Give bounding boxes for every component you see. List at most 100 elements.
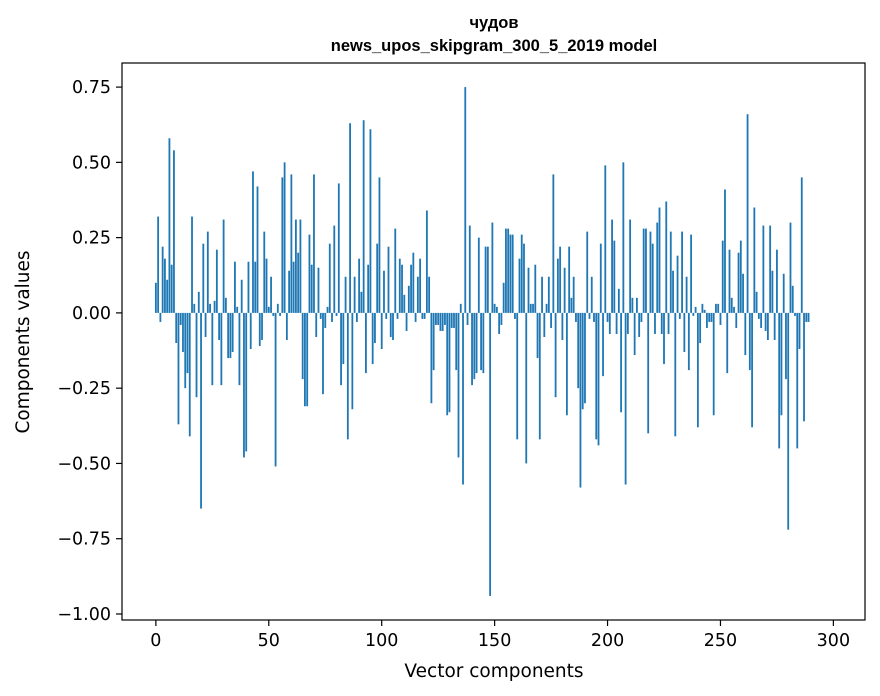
bar-component-25 bbox=[211, 312, 214, 386]
bar-component-21 bbox=[202, 243, 205, 313]
bar-component-208 bbox=[624, 312, 627, 485]
bar-component-255 bbox=[730, 297, 733, 313]
bar-component-261 bbox=[744, 312, 747, 356]
bar-component-147 bbox=[486, 246, 489, 313]
bar-component-236 bbox=[687, 312, 690, 371]
bar-component-186 bbox=[575, 312, 577, 322]
bar-component-112 bbox=[407, 285, 410, 313]
plot-frame bbox=[121, 62, 866, 621]
bar-component-49 bbox=[265, 258, 268, 313]
y-tick-label: −0.50 bbox=[57, 454, 111, 474]
bar-component-166 bbox=[529, 303, 532, 313]
bar-component-215 bbox=[640, 312, 643, 322]
bar-component-228 bbox=[669, 231, 672, 313]
bar-component-249 bbox=[717, 303, 720, 313]
bar-component-85 bbox=[346, 312, 349, 440]
bar-component-86 bbox=[349, 123, 351, 313]
bar-component-100 bbox=[380, 312, 383, 350]
bar-component-4 bbox=[164, 258, 166, 313]
bar-component-264 bbox=[751, 312, 753, 428]
bar-component-270 bbox=[764, 312, 767, 331]
bar-component-9 bbox=[175, 312, 178, 344]
bar-component-29 bbox=[220, 312, 223, 386]
x-axis-ticks: 0 50 100 150 200 250 300 bbox=[150, 620, 850, 651]
bar-component-89 bbox=[355, 312, 358, 322]
bar-component-159 bbox=[514, 312, 516, 319]
bar-component-135 bbox=[459, 303, 462, 313]
bar-series bbox=[154, 87, 810, 596]
bar-component-268 bbox=[760, 312, 763, 328]
bar-component-199 bbox=[604, 165, 607, 313]
bar-component-219 bbox=[649, 231, 652, 313]
bar-component-7 bbox=[170, 264, 173, 313]
bar-component-95 bbox=[369, 129, 372, 313]
bar-component-140 bbox=[471, 312, 473, 386]
bar-component-173 bbox=[545, 303, 548, 313]
bar-component-190 bbox=[584, 312, 586, 404]
bar-component-230 bbox=[674, 312, 677, 437]
bar-component-220 bbox=[651, 243, 654, 313]
bar-component-121 bbox=[428, 276, 431, 313]
bar-component-164 bbox=[525, 312, 528, 464]
bar-component-11 bbox=[179, 312, 182, 325]
bar-component-41 bbox=[247, 261, 250, 313]
bar-component-227 bbox=[667, 312, 670, 334]
bar-component-256 bbox=[733, 306, 735, 313]
bar-component-171 bbox=[541, 276, 543, 313]
bar-component-63 bbox=[297, 252, 300, 313]
bar-component-129 bbox=[446, 312, 449, 416]
bar-component-188 bbox=[579, 312, 582, 488]
bar-component-170 bbox=[538, 312, 541, 440]
bar-component-149 bbox=[491, 222, 494, 313]
bar-component-169 bbox=[536, 312, 539, 359]
bar-component-250 bbox=[719, 312, 722, 325]
bar-component-154 bbox=[502, 282, 505, 313]
bar-component-277 bbox=[780, 312, 783, 416]
bar-component-142 bbox=[475, 312, 478, 374]
bar-component-182 bbox=[565, 312, 568, 416]
bar-component-132 bbox=[453, 312, 455, 328]
bar-component-156 bbox=[507, 228, 510, 313]
bar-component-98 bbox=[376, 243, 379, 313]
bar-component-50 bbox=[267, 306, 270, 313]
bar-component-130 bbox=[448, 312, 451, 413]
y-axis-label: Components values bbox=[13, 250, 34, 433]
x-tick-label: 100 bbox=[365, 631, 398, 651]
bar-component-150 bbox=[493, 303, 496, 313]
bar-component-248 bbox=[715, 303, 717, 313]
bar-component-285 bbox=[798, 312, 801, 350]
bar-component-102 bbox=[385, 312, 388, 319]
bar-component-16 bbox=[191, 216, 193, 313]
bar-component-257 bbox=[735, 312, 738, 328]
bar-component-55 bbox=[279, 312, 281, 316]
y-tick-label: 0.50 bbox=[72, 153, 111, 173]
bar-component-104 bbox=[389, 312, 392, 337]
bar-component-207 bbox=[622, 162, 625, 313]
bar-component-68 bbox=[308, 234, 311, 313]
bar-component-127 bbox=[441, 312, 444, 331]
bar-component-81 bbox=[337, 183, 340, 313]
bar-component-241 bbox=[699, 312, 702, 344]
bar-component-195 bbox=[595, 312, 598, 440]
bar-component-30 bbox=[222, 219, 225, 313]
bar-component-218 bbox=[647, 312, 650, 434]
bar-component-23 bbox=[206, 231, 209, 313]
bar-component-106 bbox=[394, 228, 397, 313]
bar-component-202 bbox=[611, 219, 613, 313]
chart-title-word: чудов bbox=[469, 14, 518, 32]
bar-component-138 bbox=[466, 312, 469, 325]
bar-component-77 bbox=[328, 243, 331, 313]
bar-component-42 bbox=[249, 312, 252, 350]
bar-component-251 bbox=[721, 240, 724, 313]
bar-component-240 bbox=[696, 312, 699, 428]
bar-component-59 bbox=[288, 270, 291, 313]
bar-component-266 bbox=[755, 291, 758, 313]
bar-component-172 bbox=[543, 312, 546, 337]
bar-component-67 bbox=[306, 312, 309, 407]
bar-component-258 bbox=[737, 252, 740, 313]
bar-component-160 bbox=[516, 312, 519, 440]
bar-component-92 bbox=[362, 120, 365, 313]
bar-component-279 bbox=[785, 312, 787, 380]
bar-component-246 bbox=[710, 312, 713, 322]
bar-component-212 bbox=[633, 312, 636, 356]
